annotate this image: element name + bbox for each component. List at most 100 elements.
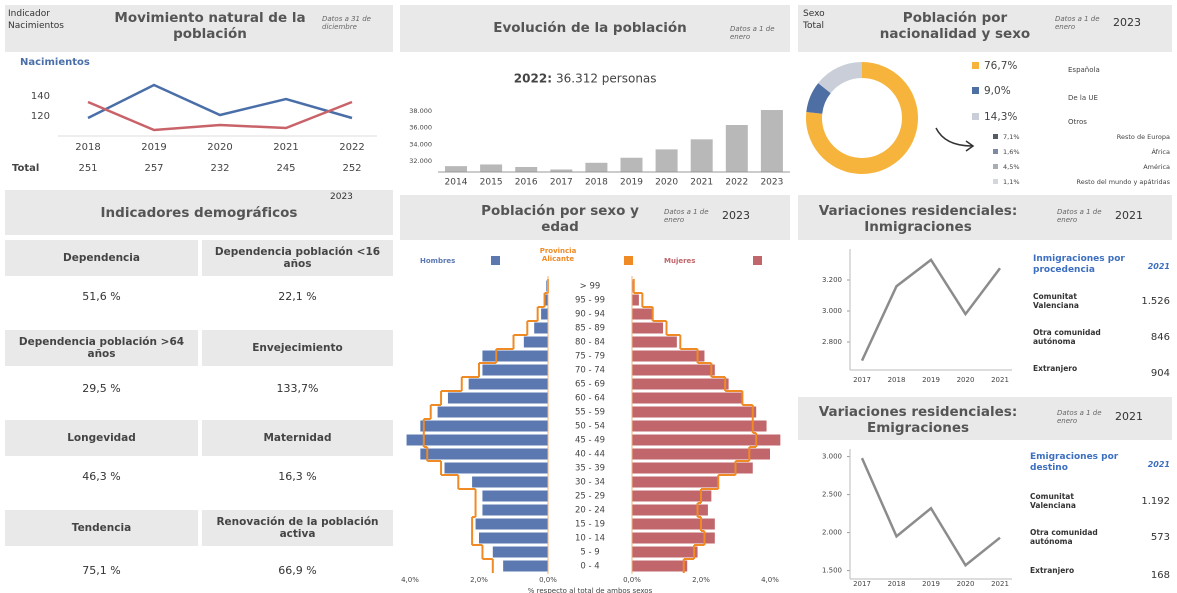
bar-men (406, 434, 548, 446)
legend-swatch (491, 256, 500, 265)
age-label: 25 - 29 (575, 492, 605, 502)
row-label: Extranjero (1030, 566, 1075, 575)
legend-label: De la UE (1068, 94, 1098, 102)
x-tick-label: 2014 (445, 178, 468, 188)
y-tick-label: 32.000 (409, 157, 432, 165)
note: Datos a 31 de diciembre (322, 15, 371, 32)
bar (620, 157, 643, 172)
y-tick-label: 34.000 (409, 140, 432, 148)
row-value: 1.526 (1141, 296, 1170, 307)
age-label: 90 - 94 (575, 310, 605, 320)
age-label: 60 - 64 (575, 394, 605, 404)
note: Datos a 1 de enero (1057, 409, 1102, 426)
breakdown-value: 1,1% (1003, 178, 1020, 186)
bar-men (541, 308, 548, 320)
panel-header (798, 195, 1172, 240)
year: 2023 (330, 192, 353, 202)
legend-label: Otros (1068, 118, 1087, 126)
bar-men (482, 504, 548, 516)
panel-title: Variaciones residenciales: Inmigraciones (818, 203, 1018, 236)
year: 2023 (1113, 16, 1141, 29)
total-value: 251 (78, 163, 97, 174)
indicator-value: 22,1 % (278, 290, 317, 303)
line-series (87, 83, 353, 120)
totals-label: Total (12, 163, 39, 174)
legend-reference: Provincia Alicante (539, 247, 577, 264)
panel-header (400, 5, 790, 52)
x-tick-label: 0,0% (623, 576, 641, 584)
bar-women (632, 378, 729, 390)
indicator-label: Longevidad (67, 432, 136, 444)
legend-value: 9,0% (984, 85, 1011, 97)
bar (550, 169, 573, 172)
bar-women (632, 504, 708, 516)
panel-title: Indicadores demográficos (100, 205, 298, 221)
bar (655, 149, 678, 172)
x-tick-label: 4,0% (761, 576, 779, 584)
headline-value: 36.312 personas (556, 72, 657, 86)
table-year: 2021 (1147, 460, 1170, 469)
bar-men (503, 560, 548, 572)
bar-men (437, 406, 548, 418)
legend-swatch (753, 256, 762, 265)
legend-women: Mujeres (664, 257, 696, 265)
headline-year: 2022: (514, 72, 552, 86)
indicator-label: Renovación de la población activa (216, 516, 379, 540)
x-tick-label: 2017 (853, 580, 871, 588)
y-tick-label: 3.000 (822, 453, 842, 461)
bar-men (482, 350, 548, 362)
breakdown-value: 1,6% (1003, 148, 1020, 156)
bar-men (475, 518, 548, 530)
table-year: 2021 (1147, 262, 1170, 271)
bar (690, 139, 713, 172)
legend-swatch (972, 87, 979, 94)
bar-women (632, 322, 664, 334)
arrow (935, 127, 973, 147)
panel-title: Variaciones residenciales: Emigraciones (818, 404, 1018, 437)
breakdown-swatch (993, 149, 998, 154)
breakdown-label: África (1151, 147, 1170, 156)
age-label: 55 - 59 (575, 408, 605, 418)
y-tick-label: 36.000 (409, 124, 432, 132)
bar-men (479, 532, 548, 544)
legend-swatch (972, 62, 979, 69)
total-value: 232 (210, 163, 229, 174)
age-label: 65 - 69 (575, 380, 605, 390)
table-title: Inmigraciones por procedencia (1033, 254, 1125, 275)
age-label: 0 - 4 (580, 562, 599, 572)
x-tick-label: 2020 (207, 142, 232, 153)
x-tick-label: 2018 (888, 580, 906, 588)
total-value: 252 (342, 163, 361, 174)
legend-swatch (624, 256, 633, 265)
x-tick-label: 2018 (585, 178, 608, 188)
y-tick-label: 120 (31, 111, 50, 122)
series-label: Nacimientos (20, 57, 90, 68)
breakdown-label: Resto de Europa (1117, 133, 1170, 141)
x-tick-label: 2020 (957, 580, 975, 588)
x-tick-label: 4,0% (401, 576, 419, 584)
y-tick-label: 1.500 (822, 567, 842, 575)
breakdown-value: 4,5% (1003, 163, 1020, 171)
bar-men (444, 462, 548, 474)
y-tick-label: 3.000 (822, 307, 842, 315)
x-tick-label: 2021 (273, 142, 298, 153)
x-tick-label: 2019 (620, 178, 643, 188)
indicator-cell: Longevidad (5, 420, 198, 456)
age-label: 5 - 9 (580, 548, 599, 558)
y-tick-label: 2.000 (822, 529, 842, 537)
bar-women (632, 294, 639, 306)
note: Datos a 1 de enero (730, 25, 775, 42)
header-value: Nacimientos (8, 21, 64, 31)
indicator-value: 16,3 % (278, 470, 317, 483)
indicator-label: Tendencia (71, 522, 132, 534)
bar-women (632, 490, 712, 502)
x-axis-label: % respecto al total de ambos sexos (528, 587, 653, 593)
age-label: 80 - 84 (575, 338, 605, 348)
year: 2023 (722, 209, 750, 222)
legend-swatch (972, 113, 979, 120)
total-value: 245 (276, 163, 295, 174)
y-tick-label: 38.000 (409, 107, 432, 115)
row-label: Otra comunidad autónoma (1030, 528, 1098, 546)
bar-women (632, 392, 743, 404)
